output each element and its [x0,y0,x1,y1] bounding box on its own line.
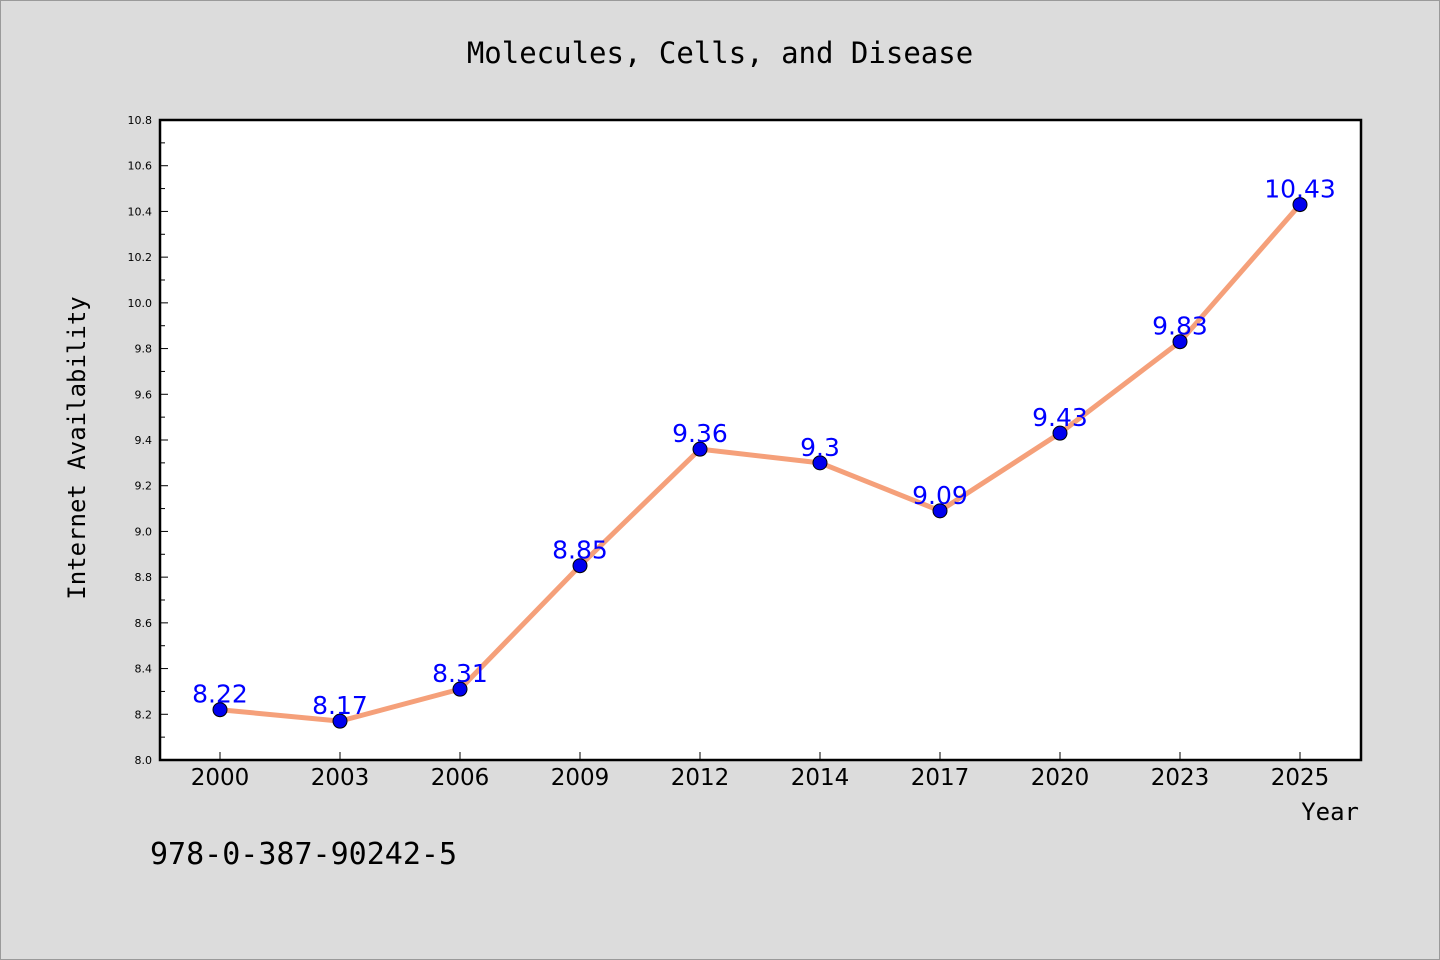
y-tick-label: 8.8 [135,571,153,584]
data-label: 8.31 [432,659,488,688]
y-tick-label: 8.4 [135,663,153,676]
x-tick-label: 2000 [191,765,250,791]
y-tick-label: 8.2 [135,708,153,721]
x-tick-label: 2025 [1271,765,1330,791]
x-tick-label: 2020 [1031,765,1090,791]
x-tick-label: 2014 [791,765,850,791]
y-tick-label: 10.0 [128,297,153,310]
data-label: 9.43 [1032,403,1088,432]
plot-area [158,118,1363,762]
y-tick-label: 9.4 [135,434,153,447]
data-label: 9.83 [1152,312,1208,341]
data-point [1292,197,1308,213]
markers-group [212,197,1308,729]
x-tick-label: 2006 [431,765,490,791]
data-label: 8.22 [192,680,248,709]
x-tick-label: 2023 [1151,765,1210,791]
x-tick-label: 2012 [671,765,730,791]
data-point [692,441,708,457]
data-point [332,713,348,729]
series-line-group [217,202,1303,724]
data-point [1172,334,1188,350]
data-point [212,702,228,718]
y-tick-label: 9.0 [135,525,153,538]
y-tick-label: 10.8 [128,114,153,127]
y-tick-label: 9.6 [135,388,153,401]
x-axis: 2000 2003 2006 2009 2012 2014 2017 2020 2023 2025 [191,752,1330,791]
series-line [217,202,1303,724]
y-tick-label: 8.0 [135,754,153,767]
data-label: 9.09 [912,481,968,510]
data-label: 9.3 [800,433,840,462]
data-point [452,681,468,697]
y-axis: 8.0 8.2 8.4 8.6 8.8 9.0 9.2 9.4 9.6 9.8 10.0 10.2 10… [128,114,168,767]
data-label: 9.36 [672,419,728,448]
data-label: 8.85 [552,536,608,565]
x-tick-label: 2003 [311,765,370,791]
y-tick-label: 9.2 [135,480,153,493]
chart-title: Molecules, Cells, and Disease [467,36,973,70]
y-tick-label: 10.2 [128,251,153,264]
y-tick-label: 9.8 [135,343,153,356]
data-point [1052,425,1068,441]
data-labels-group: 8.22 8.17 8.31 8.85 9.36 9.3 9.09 9.43 9.83 10.43 [192,175,1336,721]
y-tick-label: 10.4 [128,205,153,218]
x-tick-label: 2017 [911,765,970,791]
data-label: 10.43 [1264,175,1336,204]
data-point [932,503,948,519]
y-tick-label: 10.6 [128,160,153,173]
data-label: 8.17 [312,691,368,720]
y-tick-label: 8.6 [135,617,153,630]
x-axis-label: Year [1301,798,1359,826]
isbn-annotation: 978-0-387-90242-5 [150,837,457,872]
data-point [572,558,588,574]
y-axis-label: Internet Availability [63,296,91,599]
x-tick-label: 2009 [551,765,610,791]
data-point [812,455,828,471]
